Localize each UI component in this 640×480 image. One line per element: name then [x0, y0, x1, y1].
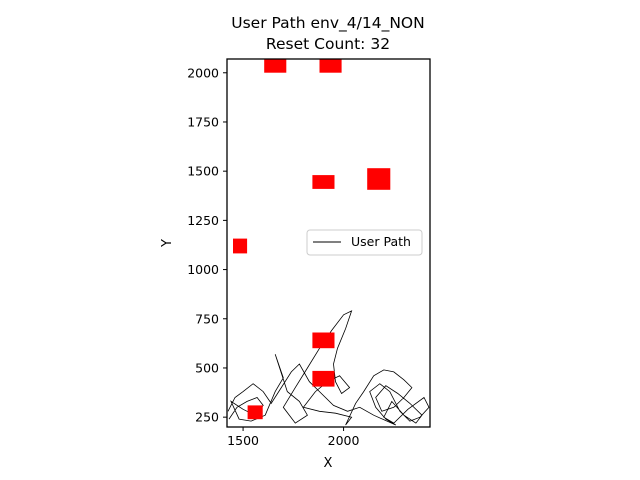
- plot-frame: [226, 58, 431, 428]
- y-tick-label: 1250: [187, 213, 219, 228]
- y-tick-label: 500: [195, 360, 219, 375]
- obstacle-marker-5: [312, 332, 335, 349]
- y-tick-label: 250: [195, 410, 219, 425]
- legend-box: [306, 229, 423, 256]
- obstacle-marker-3: [367, 168, 391, 190]
- y-axis-ticks: 250 500 750 1000 1250 1500 1750 2000: [187, 65, 227, 425]
- obstacle-marker-2: [312, 175, 335, 189]
- legend-entry-user-path: User Path: [351, 234, 411, 249]
- y-tick-label: 2000: [187, 65, 219, 80]
- user-path-layer: [227, 310, 430, 426]
- chart-subtitle: Reset Count: 32: [266, 35, 390, 53]
- obstacle-layer: [233, 59, 391, 420]
- obstacle-marker-1: [319, 59, 342, 73]
- obstacle-marker-0: [264, 59, 287, 73]
- x-tick-label: 2000: [328, 433, 360, 448]
- obstacle-marker-4: [233, 238, 248, 254]
- y-tick-label: 1500: [187, 164, 219, 179]
- series-user-path-line-0: [227, 310, 430, 426]
- obstacle-marker-6: [312, 370, 335, 387]
- y-tick-label: 1750: [187, 114, 219, 129]
- chart-title: User Path env_4/14_NON: [231, 14, 424, 33]
- y-tick-label: 1000: [187, 262, 219, 277]
- x-axis-ticks: 1500 2000: [227, 427, 360, 448]
- obstacle-marker-7: [247, 405, 263, 420]
- x-tick-label: 1500: [227, 433, 259, 448]
- y-tick-label: 750: [195, 311, 219, 326]
- x-axis-label: X: [324, 456, 333, 471]
- y-axis-label: Y: [160, 239, 175, 248]
- legend: User Path: [306, 229, 423, 256]
